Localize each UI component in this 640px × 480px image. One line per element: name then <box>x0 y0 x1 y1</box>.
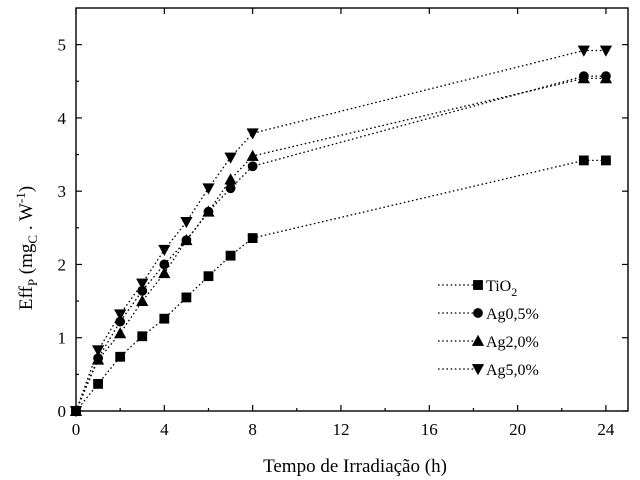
data-point <box>577 45 590 57</box>
series-2 <box>69 72 613 416</box>
data-point <box>247 161 258 172</box>
legend-item: TiO2 <box>438 278 517 299</box>
x-axis-ticks: 0 4 8 12 16 20 24 <box>72 8 615 439</box>
data-point <box>246 149 259 161</box>
data-point <box>202 205 215 217</box>
legend-item: Ag5,0% <box>438 362 539 379</box>
x-tick-label: 24 <box>597 420 615 439</box>
legend-label-name: Ag0,5% <box>486 306 539 323</box>
x-tick-label: 12 <box>332 420 349 439</box>
data-point <box>158 244 171 257</box>
legend-marker <box>473 308 483 318</box>
data-point <box>203 271 214 282</box>
y-tick-label: 3 <box>58 182 67 201</box>
legend-label-name: Ag2,0% <box>486 334 539 351</box>
data-point <box>137 331 148 342</box>
x-tick-label: 16 <box>421 420 438 439</box>
legend-item: Ag2,0% <box>438 334 539 351</box>
legend-label-sub: 2 <box>511 285 517 299</box>
legend-label: TiO2 <box>486 278 517 299</box>
x-tick-label: 8 <box>248 420 257 439</box>
y-tick-label: 5 <box>58 36 67 55</box>
series-layer <box>69 45 613 418</box>
data-point <box>577 72 590 84</box>
x-tick-label: 0 <box>72 420 81 439</box>
y-axis-title-base: Eff <box>16 286 37 311</box>
data-point <box>158 267 171 279</box>
data-point <box>225 250 236 261</box>
y-tick-label: 0 <box>58 402 67 421</box>
series-3 <box>69 45 613 418</box>
y-tick-label: 4 <box>58 109 67 128</box>
plot-frame <box>75 7 629 412</box>
legend-label: Ag0,5% <box>486 306 539 323</box>
data-point <box>159 313 170 324</box>
legend-item: Ag0,5% <box>438 306 539 323</box>
legend-label: Ag5,0% <box>486 362 539 379</box>
data-point <box>136 294 149 306</box>
x-axis-title: Tempo de Irradiação (h) <box>263 456 447 477</box>
y-axis-ticks: 0 1 2 3 4 5 <box>58 36 628 421</box>
data-point <box>246 128 259 140</box>
series-line <box>75 77 606 412</box>
data-point <box>599 45 613 57</box>
y-axis-title-open: (mg <box>16 243 37 279</box>
series-line <box>75 49 606 412</box>
data-point <box>601 155 611 166</box>
y-axis-title-open-sub: C <box>25 235 40 244</box>
y-axis-title-unit-sup: -1 <box>13 192 28 203</box>
y-tick-label: 2 <box>58 255 67 274</box>
x-tick-label: 4 <box>160 420 169 439</box>
series-line <box>75 159 606 412</box>
y-axis-title-base-sub: P <box>25 279 40 286</box>
legend-marker <box>473 280 483 290</box>
data-point <box>93 378 103 389</box>
y-tick-label: 1 <box>58 329 67 348</box>
legend: TiO2 Ag0,5% Ag2,0% Ag5,0% <box>438 278 539 379</box>
legend-marker <box>471 364 485 376</box>
data-point <box>115 351 126 362</box>
y-axis-title: EffP (mgC . W-1) <box>13 186 40 310</box>
data-point <box>180 234 193 246</box>
plot-border <box>75 7 629 412</box>
legend-label-name: Ag5,0% <box>486 362 539 379</box>
data-point <box>247 233 258 243</box>
data-point <box>578 155 589 166</box>
data-point <box>91 345 105 357</box>
data-point <box>114 327 127 339</box>
data-point <box>599 72 613 84</box>
data-point <box>224 173 237 185</box>
data-point <box>69 406 83 418</box>
data-point <box>202 183 215 195</box>
legend-label-name: TiO <box>486 278 511 295</box>
y-axis-title-close: ) <box>16 186 37 192</box>
series-line <box>75 75 606 412</box>
data-point <box>114 309 127 321</box>
data-point <box>180 217 193 229</box>
data-point <box>136 278 149 290</box>
y-axis-title-unit: . W <box>16 203 37 235</box>
legend-label: Ag2,0% <box>486 334 539 351</box>
legend-marker <box>471 334 485 346</box>
data-point <box>224 152 237 164</box>
data-point <box>181 292 192 303</box>
x-tick-label: 20 <box>509 420 526 439</box>
